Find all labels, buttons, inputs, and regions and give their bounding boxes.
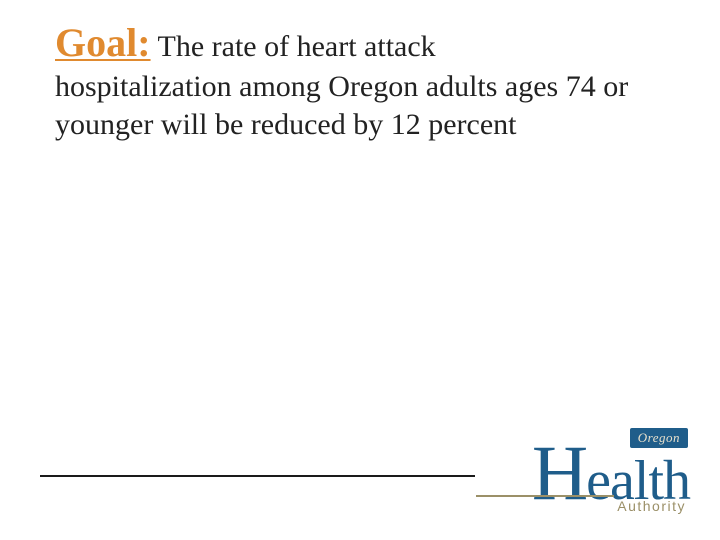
logo-h-letter: H [532,434,586,512]
heading-paragraph: Goal: The rate of heart attack hospitali… [55,18,680,143]
goal-text-line1: The rate of heart attack [151,30,436,63]
oregon-health-authority-logo: Oregon Health Authority [470,428,690,518]
slide-content: Goal: The rate of heart attack hospitali… [0,0,720,143]
goal-text-line2: hospitalization among Oregon adults ages… [55,70,628,141]
goal-label: Goal: [55,20,151,65]
footer-divider [40,475,475,477]
logo-authority-text: Authority [617,498,686,514]
logo-divider-line [476,495,614,497]
